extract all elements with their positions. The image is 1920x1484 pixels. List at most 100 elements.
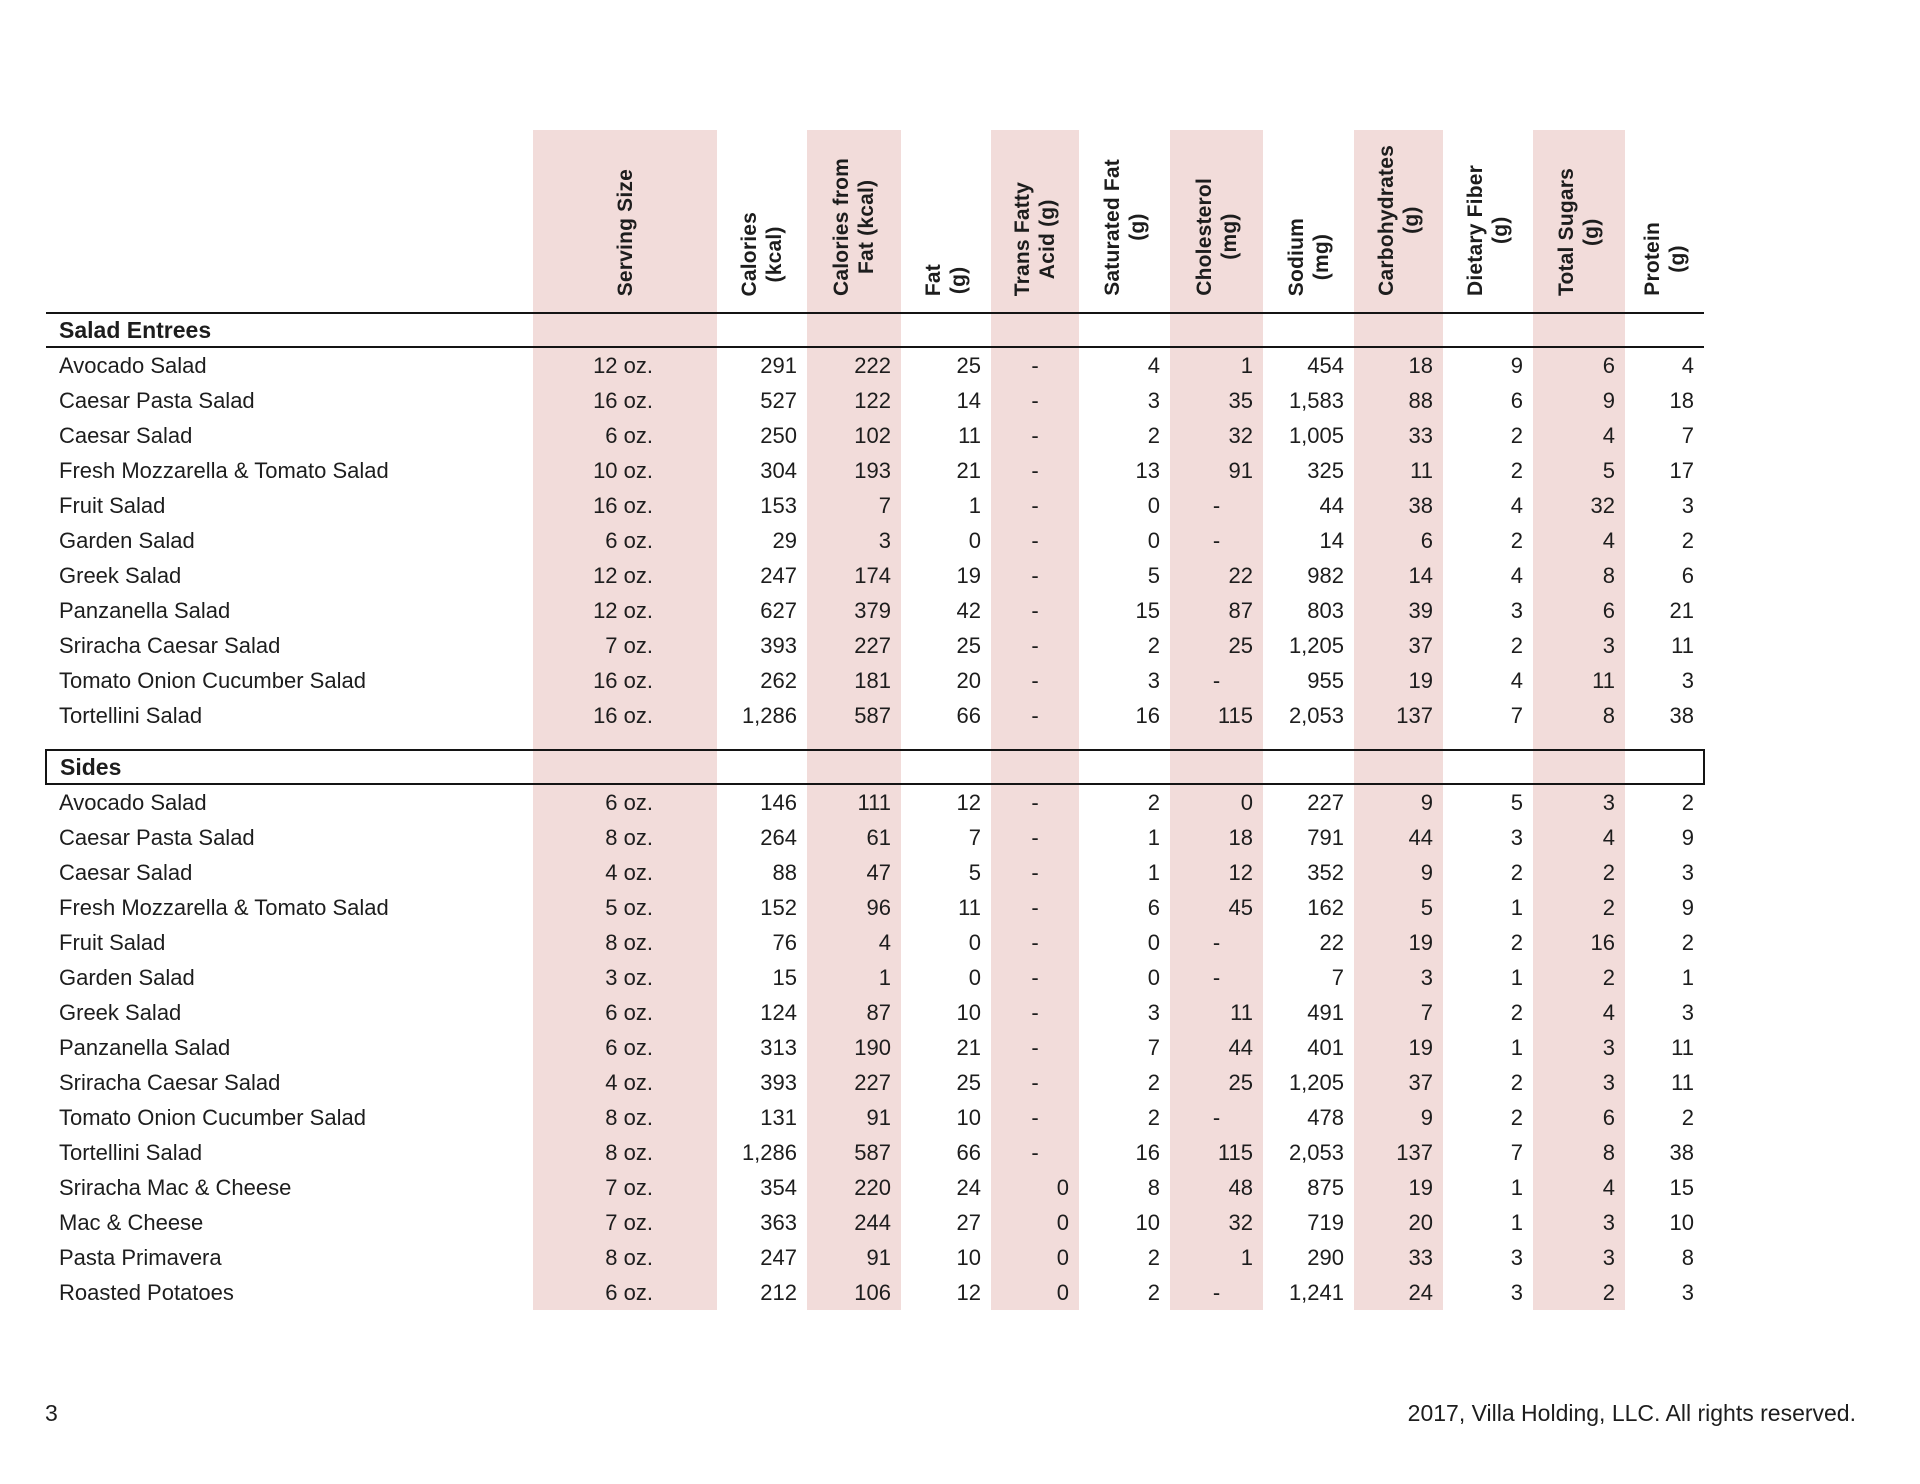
- cell-protein: 38: [1669, 702, 1694, 728]
- cell-fat: 25: [956, 352, 981, 378]
- cell-dietary-fiber: 2: [1510, 929, 1523, 955]
- column-header-cholesterol: Cholesterol (mg): [1170, 130, 1263, 313]
- cell-fat: 25: [956, 1069, 981, 1095]
- cell-cholesterol: 115: [1170, 1135, 1263, 1170]
- cell-calories-from-fat: 3: [807, 523, 901, 558]
- cell-protein: 9: [1681, 824, 1694, 850]
- cell-carbohydrates: 24: [1354, 1275, 1443, 1310]
- cell-saturated-fat: 6: [1147, 894, 1160, 920]
- column-header-saturated-fat: Saturated Fat (g): [1079, 130, 1170, 313]
- cell-calories: 264: [760, 824, 797, 850]
- cell-sodium: 803: [1307, 597, 1344, 623]
- section-gap-row: [46, 733, 1704, 750]
- cell-fat: 66: [956, 702, 981, 728]
- column-header-calories-from-fat: Calories from Fat (kcal): [807, 130, 901, 313]
- item-name-cell: Garden Salad: [59, 527, 195, 553]
- cell-trans-fatty-acid: -: [991, 890, 1079, 925]
- cell-cholesterol: -: [1170, 488, 1263, 523]
- item-name-cell: Sriracha Caesar Salad: [59, 632, 281, 658]
- table-row: Sriracha Caesar Salad 7 oz. 393 227 25-2 25 1,…: [46, 628, 1704, 663]
- cell-cholesterol: -: [1170, 663, 1263, 698]
- cell-sodium: 14: [1319, 527, 1344, 553]
- cell-sodium: [1263, 312, 1354, 348]
- cell-sodium: 162: [1307, 894, 1344, 920]
- cell-calories-from-fat: 244: [807, 1205, 901, 1240]
- cell-saturated-fat: 15: [1135, 597, 1160, 623]
- table-row: Garden Salad 3 oz. 15 1 0-0-7 3 1 2 1: [46, 960, 1704, 995]
- cell-calories-from-fat: 7: [807, 488, 901, 523]
- cell-carbohydrates: 19: [1354, 1170, 1443, 1205]
- cell-dietary-fiber: 6: [1510, 387, 1523, 413]
- column-header-label-calories-from-fat: Calories from Fat (kcal): [830, 158, 878, 296]
- cell-calories: 527: [760, 387, 797, 413]
- cell-saturated-fat: 2: [1147, 789, 1160, 815]
- cell-calories: 393: [760, 1069, 797, 1095]
- cell-sodium: 955: [1307, 667, 1344, 693]
- cell-dietary-fiber: 2: [1510, 859, 1523, 885]
- cell-fat: [901, 312, 991, 348]
- cell-sodium: 7: [1331, 964, 1344, 990]
- cell-serving-size: 16 oz.: [533, 663, 717, 698]
- cell-dietary-fiber: 1: [1510, 1209, 1523, 1235]
- cell-dietary-fiber: [1443, 733, 1533, 750]
- cell-saturated-fat: 0: [1147, 527, 1160, 553]
- item-name-cell: Caesar Pasta Salad: [59, 387, 255, 413]
- cell-trans-fatty-acid: 0: [991, 1170, 1079, 1205]
- cell-total-sugars: 4: [1533, 523, 1625, 558]
- table-body: Salad Entrees Avocado Salad 12 oz. 291 222 25…: [45, 312, 1705, 1310]
- cell-saturated-fat: 4: [1147, 352, 1160, 378]
- cell-calories-from-fat: 379: [807, 593, 901, 628]
- page-number: 3: [45, 1400, 58, 1426]
- cell-trans-fatty-acid: -: [991, 453, 1079, 488]
- cell-protein: [1625, 312, 1704, 348]
- table-row: Fresh Mozzarella & Tomato Salad 10 oz. 304…: [46, 453, 1704, 488]
- cell-calories-from-fat: 193: [807, 453, 901, 488]
- cell-cholesterol: 115: [1170, 698, 1263, 733]
- cell-serving-size: 8 oz.: [533, 1240, 717, 1275]
- cell-cholesterol: 91: [1170, 453, 1263, 488]
- cell-trans-fatty-acid: [991, 749, 1079, 785]
- cell-calories: 88: [772, 859, 797, 885]
- cell-total-sugars: 4: [1533, 820, 1625, 855]
- table-row: Panzanella Salad 6 oz. 313 190 21- 7 44 401 19 1 3…: [46, 1030, 1704, 1065]
- cell-calories-from-fat: 91: [807, 1100, 901, 1135]
- cell-protein: 3: [1681, 667, 1694, 693]
- cell-trans-fatty-acid: -: [991, 820, 1079, 855]
- cell-total-sugars: 3: [1533, 1030, 1625, 1065]
- cell-trans-fatty-acid: -: [991, 784, 1079, 820]
- table-row: Greek Salad 6 oz. 124 87 10- 3 11 491 7 2 4 3: [46, 995, 1704, 1030]
- cell-serving-size: 8 oz.: [533, 1100, 717, 1135]
- cell-saturated-fat: 0: [1147, 964, 1160, 990]
- cell-trans-fatty-acid: -: [991, 628, 1079, 663]
- cell-calories-from-fat: 174: [807, 558, 901, 593]
- cell-serving-size: 6 oz.: [533, 1030, 717, 1065]
- cell-cholesterol: -: [1170, 523, 1263, 558]
- cell-dietary-fiber: 2: [1510, 422, 1523, 448]
- cell-carbohydrates: 6: [1354, 523, 1443, 558]
- cell-calories: [717, 749, 807, 785]
- cell-total-sugars: 32: [1533, 488, 1625, 523]
- item-name-cell: Sriracha Mac & Cheese: [59, 1174, 292, 1200]
- cell-carbohydrates: 9: [1354, 784, 1443, 820]
- cell-protein: 2: [1681, 789, 1694, 815]
- cell-cholesterol: 25: [1170, 1065, 1263, 1100]
- cell-calories: 146: [760, 789, 797, 815]
- cell-calories-from-fat: 1: [807, 960, 901, 995]
- cell-calories: 250: [760, 422, 797, 448]
- cell-trans-fatty-acid: 0: [991, 1240, 1079, 1275]
- item-name-cell: Panzanella Salad: [59, 597, 231, 623]
- table-row: Tortellini Salad 16 oz. 1,286 587 66- 16 115 2,…: [46, 698, 1704, 733]
- cell-sodium: [1263, 749, 1354, 785]
- cell-sodium: 719: [1307, 1209, 1344, 1235]
- cell-serving-size: 12 oz.: [533, 347, 717, 383]
- cell-protein: 3: [1681, 999, 1694, 1025]
- cell-protein: 11: [1671, 1034, 1694, 1060]
- cell-trans-fatty-acid: -: [991, 855, 1079, 890]
- cell-calories: 313: [760, 1034, 797, 1060]
- cell-sodium: 1,583: [1288, 387, 1344, 413]
- column-header-label-dietary-fiber: Dietary Fiber (g): [1464, 165, 1512, 296]
- cell-calories-from-fat: 4: [807, 925, 901, 960]
- cell-fat: 66: [956, 1139, 981, 1165]
- cell-serving-size: 6 oz.: [533, 784, 717, 820]
- cell-total-sugars: 3: [1533, 1205, 1625, 1240]
